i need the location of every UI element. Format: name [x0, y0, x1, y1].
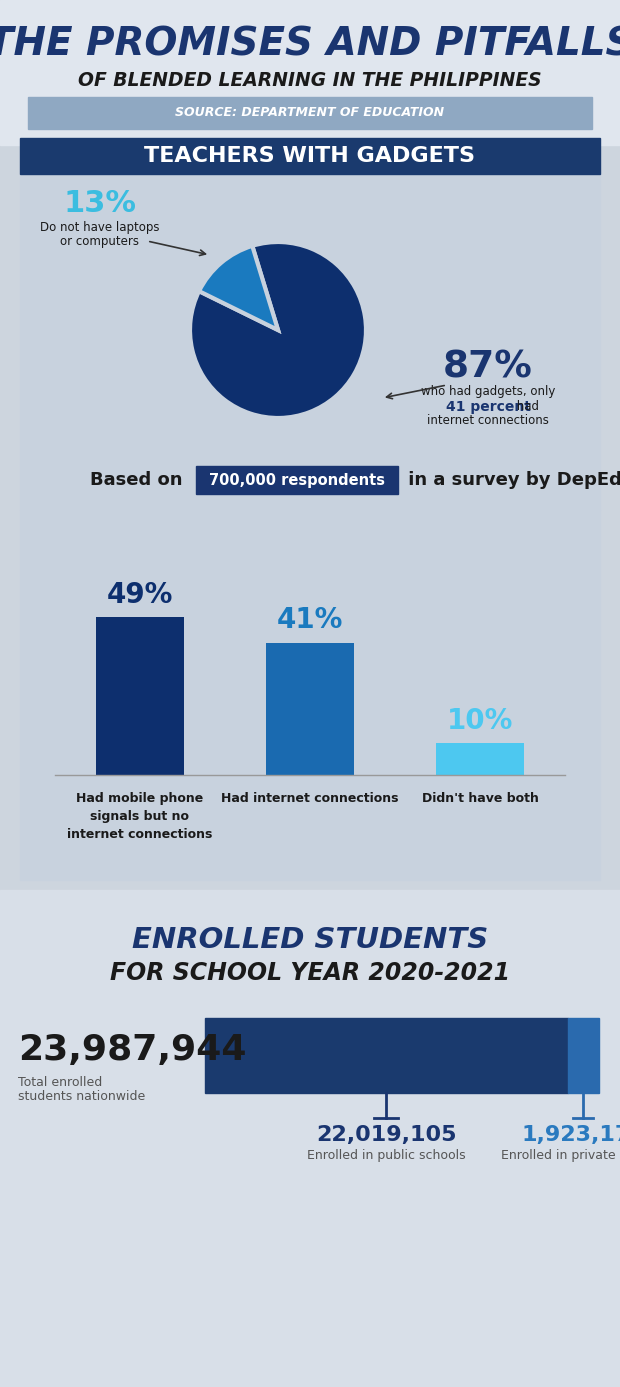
Text: Based on: Based on	[90, 472, 188, 490]
Text: had: had	[513, 401, 539, 413]
Text: 700,000 respondents: 700,000 respondents	[209, 473, 385, 487]
Text: Enrolled in private schools: Enrolled in private schools	[501, 1148, 620, 1162]
Text: 22,019,105: 22,019,105	[316, 1125, 456, 1146]
Bar	[436, 742, 524, 775]
Text: ENROLLED STUDENTS: ENROLLED STUDENTS	[132, 927, 488, 954]
Text: 10%: 10%	[447, 706, 513, 735]
Text: 41%: 41%	[277, 606, 343, 634]
Bar	[20, 510, 600, 879]
Wedge shape	[190, 241, 366, 417]
Bar	[0, 890, 620, 1387]
Text: or computers: or computers	[61, 234, 140, 247]
Text: students nationwide: students nationwide	[18, 1090, 145, 1103]
Text: FOR SCHOOL YEAR 2020-2021: FOR SCHOOL YEAR 2020-2021	[110, 961, 510, 985]
Bar	[20, 173, 600, 510]
Text: internet connections: internet connections	[427, 415, 549, 427]
Text: who had gadgets, only: who had gadgets, only	[421, 386, 555, 398]
Wedge shape	[199, 245, 278, 330]
Bar	[96, 617, 184, 775]
Text: OF BLENDED LEARNING IN THE PHILIPPINES: OF BLENDED LEARNING IN THE PHILIPPINES	[78, 71, 542, 90]
Bar	[205, 1018, 567, 1093]
Text: Total enrolled: Total enrolled	[18, 1075, 102, 1089]
Bar	[20, 137, 600, 173]
Bar	[567, 1018, 600, 1093]
Text: in a survey by DepEd: in a survey by DepEd	[402, 472, 620, 490]
Bar	[266, 642, 354, 775]
Bar	[28, 97, 592, 129]
Text: 41 percent: 41 percent	[446, 399, 531, 413]
Text: Do not have laptops: Do not have laptops	[40, 222, 160, 234]
Text: Enrolled in public schools: Enrolled in public schools	[307, 1148, 466, 1162]
Text: 13%: 13%	[63, 189, 136, 218]
Text: SOURCE: DEPARTMENT OF EDUCATION: SOURCE: DEPARTMENT OF EDUCATION	[175, 107, 445, 119]
Text: 1,923,179: 1,923,179	[521, 1125, 620, 1146]
Text: TEACHERS WITH GADGETS: TEACHERS WITH GADGETS	[144, 146, 476, 166]
Text: THE PROMISES AND PITFALLS: THE PROMISES AND PITFALLS	[0, 25, 620, 62]
Text: 87%: 87%	[443, 350, 533, 386]
Bar	[0, 0, 620, 146]
Text: 49%: 49%	[107, 581, 173, 609]
Bar	[196, 466, 398, 494]
Text: 23,987,944: 23,987,944	[18, 1033, 247, 1067]
